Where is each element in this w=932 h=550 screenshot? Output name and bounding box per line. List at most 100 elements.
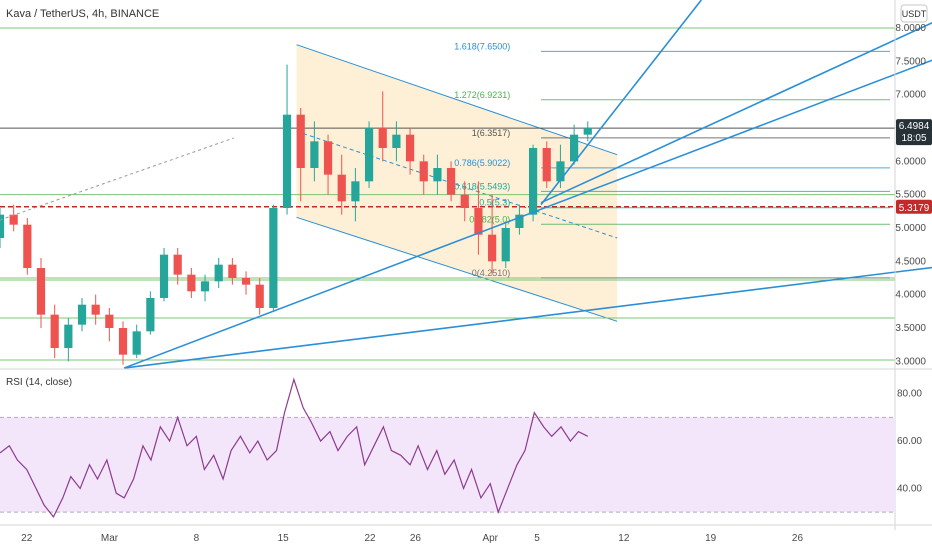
channel-fill — [296, 44, 618, 322]
time-tick-label: 15 — [278, 533, 290, 544]
price-tick-label: 5.5000 — [895, 190, 926, 201]
candle-body — [23, 224, 32, 268]
channel-lower-line — [296, 216, 618, 322]
candle-body — [282, 114, 292, 208]
price-tick-label: 4.5000 — [895, 256, 926, 267]
candle-body — [105, 314, 114, 328]
trendlines — [0, 0, 932, 369]
price-tick-label: 6.0000 — [895, 156, 926, 167]
price-tick-label: 4.0000 — [895, 290, 926, 301]
fib-label-1.618: 1.618(7.6500) — [454, 41, 510, 51]
price-tick-label: 5.0000 — [895, 223, 926, 234]
rsi-tick-label: 80.00 — [897, 389, 922, 400]
currency-badge[interactable]: USDT — [902, 9, 927, 19]
price-tick-label: 7.0000 — [895, 90, 926, 101]
channel-upper-line — [296, 44, 618, 156]
candle-body — [460, 194, 469, 208]
fib-levels: 0(4.2510) 0.382(5.0) 0.5(5.3) 0.618(5.5493)… — [454, 41, 890, 279]
price-axis[interactable]: 8.00007.50007.00006.50006.00005.50005.00… — [895, 23, 926, 367]
candle-body — [228, 264, 237, 278]
time-axis[interactable]: 22 Mar 8 15 22 26 Apr 5 12 19 26 — [21, 533, 803, 544]
candle-body — [64, 324, 73, 348]
trendline-0 — [123, 59, 932, 369]
candle-body — [419, 161, 428, 182]
rsi-tick-label: 60.00 — [897, 436, 922, 447]
candle-body — [501, 228, 510, 262]
trendline-3 — [540, 0, 702, 206]
currency-badge-box[interactable] — [900, 4, 928, 23]
candle-body — [200, 281, 210, 292]
current-price-value: 6.4984 — [899, 121, 930, 132]
candle-body — [118, 328, 128, 355]
bar-countdown: 18:05 — [901, 133, 926, 144]
key-level-value: 5.3179 — [899, 203, 930, 214]
price-tick-label: 8.0000 — [895, 23, 926, 34]
chart-title: Kava / TetherUS, 4h, BINANCE — [6, 8, 159, 20]
trendline-1 — [124, 266, 932, 369]
candle-body — [132, 331, 141, 355]
candles — [0, 64, 592, 365]
fib-label-1: 1(6.3517) — [472, 128, 511, 138]
rsi-band — [0, 417, 895, 513]
channel-mid-line — [296, 130, 618, 239]
candle-body — [296, 114, 305, 168]
price-tick-label: 3.5000 — [895, 323, 926, 334]
rsi-axis[interactable]: 80.00 60.00 40.00 — [897, 389, 922, 495]
time-tick-label: 22 — [364, 533, 376, 544]
fib-label-0.5: 0.5(5.3) — [479, 198, 510, 208]
candle-body — [528, 148, 538, 215]
time-tick-label: 26 — [792, 533, 804, 544]
candle-body — [364, 128, 374, 182]
rsi-pane[interactable] — [0, 377, 895, 519]
time-tick-label: 22 — [21, 533, 33, 544]
rsi-tick-label: 40.00 — [897, 483, 922, 494]
fib-label-0.382: 0.382(5.0) — [469, 214, 510, 224]
candle-body — [433, 168, 442, 182]
fib-label-0.618: 0.618(5.5493) — [454, 181, 510, 191]
channel — [296, 44, 618, 322]
candle-body — [556, 161, 565, 182]
candle-body — [569, 134, 579, 162]
candle-body — [50, 314, 59, 348]
candle-body — [9, 214, 18, 225]
time-tick-label: Apr — [482, 533, 498, 544]
candle-body — [241, 278, 251, 285]
candle-body — [405, 134, 415, 162]
candle-body — [583, 128, 592, 135]
candle-body — [187, 274, 196, 292]
candle-body — [351, 181, 360, 202]
trendline-2 — [540, 22, 932, 204]
price-pane[interactable]: 0(4.2510) 0.382(5.0) 0.5(5.3) 0.618(5.5493)… — [0, 0, 932, 369]
fib-label-1.272: 1.272(6.9231) — [454, 90, 510, 100]
price-tick-label: 7.5000 — [895, 56, 926, 67]
candle-body — [77, 304, 87, 325]
candle-body — [378, 128, 387, 148]
candle-body — [323, 141, 333, 175]
candle-body — [542, 148, 551, 182]
rsi-line — [0, 377, 589, 519]
time-tick-label: Mar — [101, 533, 119, 544]
time-tick-label: 19 — [705, 533, 717, 544]
current-price-badge: 6.4984 18:05 — [896, 119, 932, 146]
fib-label-0.786: 0.786(5.9022) — [454, 158, 510, 168]
rsi-label: RSI (14, close) — [6, 377, 72, 388]
candle-body — [310, 141, 319, 168]
trendline-4 — [0, 137, 234, 221]
fib-label-0: 0(4.2510) — [472, 268, 511, 278]
time-tick-label: 8 — [194, 533, 200, 544]
candle-body — [159, 254, 169, 298]
candle-body — [91, 304, 100, 315]
key-level-badge: 5.3179 — [896, 199, 932, 214]
candle-body — [474, 208, 483, 235]
candle-body — [255, 284, 264, 308]
candle-body — [487, 234, 497, 262]
candle-body — [0, 214, 5, 238]
candle-body — [214, 264, 223, 282]
time-tick-label: 26 — [410, 533, 422, 544]
candle-body — [337, 174, 346, 202]
time-tick-label: 12 — [618, 533, 630, 544]
time-tick-label: 5 — [534, 533, 540, 544]
candle-body — [146, 298, 155, 332]
candle-body — [446, 168, 456, 195]
candle-body — [173, 254, 182, 275]
